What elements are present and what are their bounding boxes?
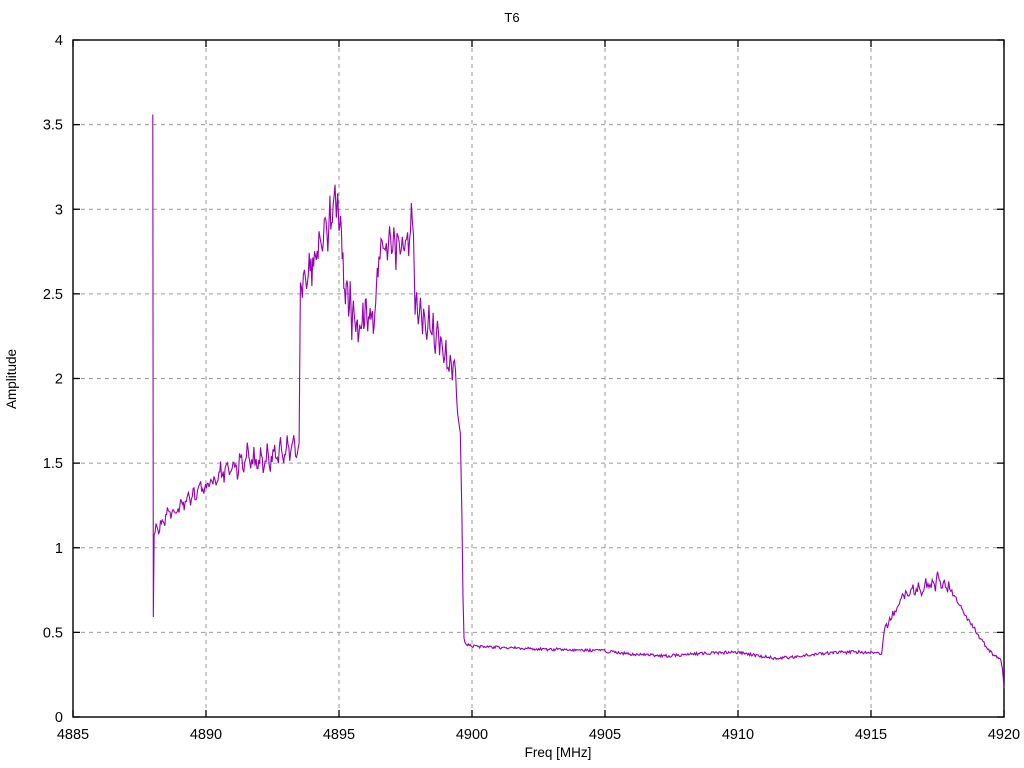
y-tick-label: 3 — [55, 202, 63, 218]
x-tick-label: 4910 — [722, 727, 754, 743]
x-tick-label: 4915 — [855, 727, 887, 743]
y-tick-label: 0.5 — [43, 625, 63, 641]
y-tick-label: 4 — [55, 33, 63, 49]
x-tick-label: 4885 — [57, 727, 89, 743]
x-tick-label: 4900 — [456, 727, 488, 743]
x-axis-tick-labels: 4885 4890 4895 4900 4905 4910 4915 4920 — [57, 727, 1020, 743]
x-tick-label: 4895 — [323, 727, 355, 743]
x-tick-label: 4920 — [988, 727, 1020, 743]
y-tick-label: 2 — [55, 372, 63, 388]
y-tick-label: 3.5 — [43, 118, 63, 134]
y-tick-label: 0 — [55, 710, 63, 726]
y-tick-label: 1 — [55, 541, 63, 557]
x-tick-label: 4890 — [190, 727, 222, 743]
x-tick-label: 4905 — [589, 727, 621, 743]
chart-title: T6 — [504, 10, 520, 25]
x-axis-title: Freq [MHz] — [525, 745, 592, 760]
y-axis-tick-labels: 0 0.5 1 1.5 2 2.5 3 3.5 4 — [43, 33, 63, 726]
y-axis-title: Amplitude — [4, 349, 19, 409]
grid-lines — [73, 40, 1004, 717]
y-tick-label: 2.5 — [43, 287, 63, 303]
y-tick-label: 1.5 — [43, 456, 63, 472]
axis-ticks — [72, 39, 1005, 718]
series-line-T6 — [152, 114, 1005, 689]
data-series-trace — [152, 114, 1005, 689]
